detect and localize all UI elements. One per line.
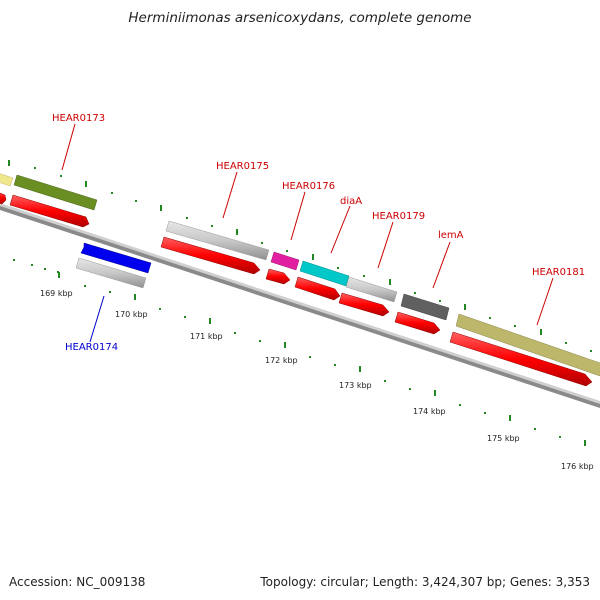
cds-arrow	[0, 192, 7, 205]
accession-text: Accession: NC_009138	[9, 575, 146, 589]
gene-label: HEAR0174	[65, 342, 118, 353]
feature-hear0175	[165, 220, 270, 261]
feature-hear0176	[270, 251, 300, 271]
cds-arrow	[265, 268, 291, 285]
cds-arrow	[9, 194, 90, 228]
feature-diaA	[299, 260, 350, 287]
gene-label: HEAR0173	[52, 113, 105, 124]
gene-label: HEAR0176	[282, 181, 335, 192]
cds-arrow	[338, 292, 390, 317]
gene-label: HEAR0181	[532, 267, 585, 278]
gene-labels: HEAR0173 HEAR0175 HEAR0176 diaA HEAR0179…	[52, 113, 585, 353]
cds-arrow	[394, 311, 441, 335]
gene-label: HEAR0175	[216, 161, 269, 172]
gene-label: lemA	[438, 230, 464, 241]
feature-lemA	[400, 293, 450, 321]
feature-hear0179	[345, 276, 398, 303]
scale-label: 176 kbp	[561, 462, 594, 471]
scale-label: 174 kbp	[413, 407, 446, 416]
topology-text: Topology: circular; Length: 3,424,307 bp…	[260, 575, 590, 589]
upper-tick-track	[8, 160, 592, 352]
scale-label: 172 kbp	[265, 356, 298, 365]
feature-hear0173	[13, 174, 98, 211]
gene-label: diaA	[340, 196, 362, 207]
feature-hear0181	[455, 313, 600, 377]
cds-arrow	[160, 236, 261, 275]
feature-hear0174-cds	[75, 257, 147, 289]
cds-row	[0, 192, 593, 387]
scale-label: 171 kbp	[190, 332, 223, 341]
cds-arrow	[294, 276, 341, 301]
lower-tick-track	[13, 259, 586, 446]
feature-row-upper	[0, 173, 600, 377]
map-title: Herminiimonas arsenicoxydans, complete g…	[128, 10, 472, 26]
gene-label: HEAR0179	[372, 211, 425, 222]
scale-labels: 169 kbp 170 kbp 171 kbp 172 kbp 173 kbp …	[40, 289, 594, 471]
feature-pale-yellow	[0, 173, 14, 187]
feature-hear0174	[80, 242, 152, 274]
scale-label: 170 kbp	[115, 310, 148, 319]
leader-lines	[61, 123, 554, 343]
scale-label: 175 kbp	[487, 434, 520, 443]
scale-label: 173 kbp	[339, 381, 372, 390]
scale-label: 169 kbp	[40, 289, 73, 298]
backbone	[0, 203, 600, 408]
cds-arrow	[449, 331, 593, 387]
